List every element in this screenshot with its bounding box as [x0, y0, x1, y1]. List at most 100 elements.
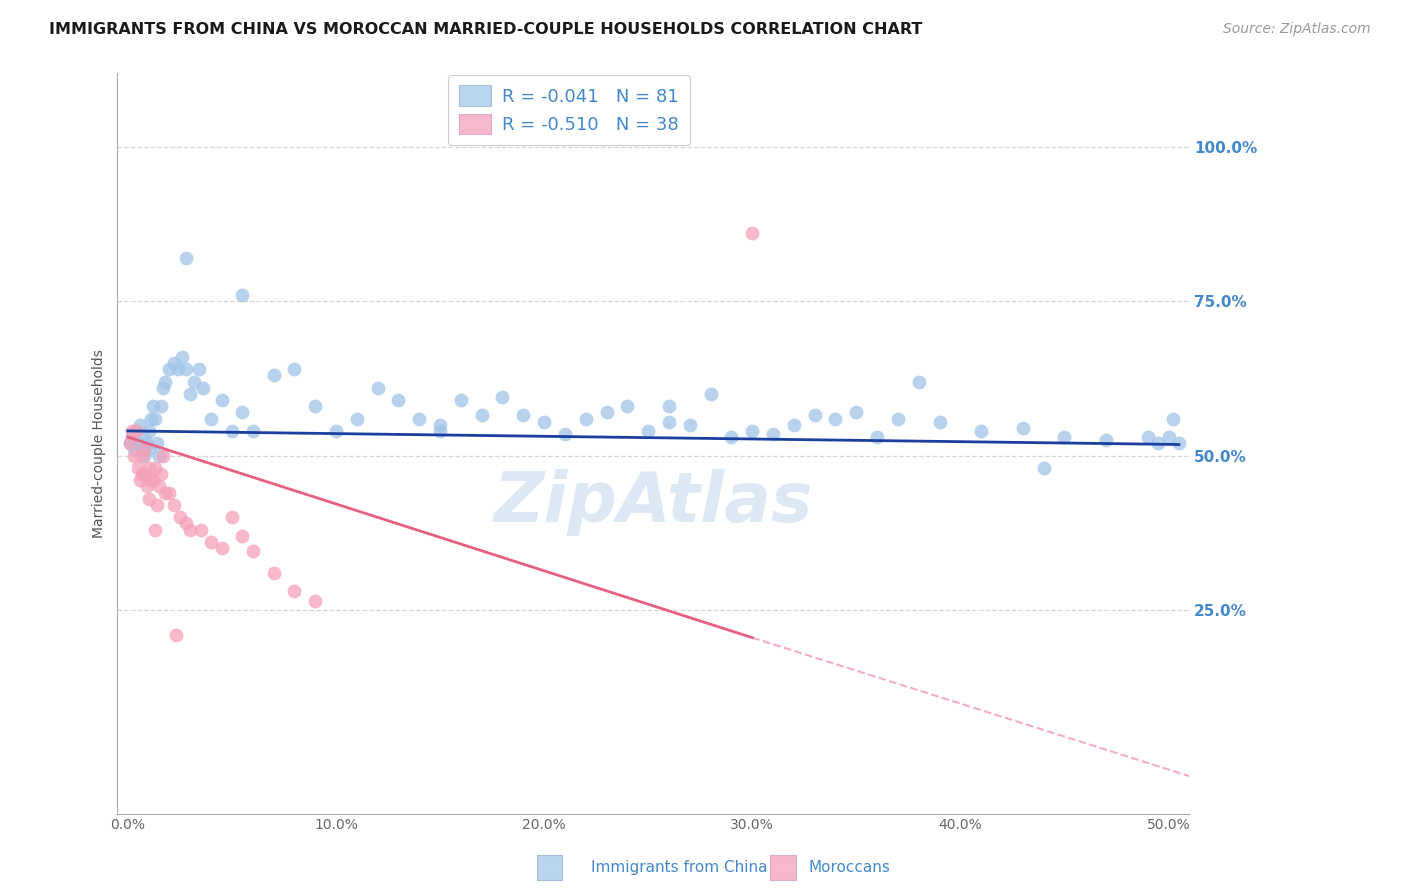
Text: Immigrants from China: Immigrants from China [591, 861, 768, 875]
Point [367, 381, 389, 395]
Point [134, 467, 156, 482]
Point [139, 473, 162, 487]
Point [138, 461, 160, 475]
Point [658, 399, 681, 413]
Point [720, 430, 742, 444]
Point [135, 436, 157, 450]
Point [242, 544, 264, 558]
Point [138, 442, 160, 457]
Point [325, 424, 347, 438]
Point [131, 467, 153, 482]
Point [387, 392, 409, 407]
Point [131, 449, 153, 463]
Text: IMMIGRANTS FROM CHINA VS MOROCCAN MARRIED-COUPLE HOUSEHOLDS CORRELATION CHART: IMMIGRANTS FROM CHINA VS MOROCCAN MARRIE… [49, 22, 922, 37]
Point [127, 461, 149, 475]
Point [179, 387, 201, 401]
Point [263, 368, 285, 383]
Point [142, 473, 165, 487]
Point [824, 411, 846, 425]
Point [970, 424, 993, 438]
Point [146, 498, 169, 512]
Point [887, 411, 910, 425]
Point [170, 350, 193, 364]
Point [231, 288, 253, 302]
Point [283, 584, 305, 599]
Point [211, 392, 233, 407]
Point [121, 424, 143, 438]
Point [242, 424, 264, 438]
Point [304, 593, 326, 607]
Point [1095, 433, 1118, 447]
Point [907, 375, 929, 389]
Point [162, 498, 184, 512]
Point [129, 473, 152, 487]
Point [1147, 436, 1170, 450]
Point [150, 467, 173, 482]
Point [741, 424, 763, 438]
Point [125, 424, 148, 438]
Point [148, 479, 170, 493]
Point [121, 430, 143, 444]
Point [134, 430, 156, 444]
Point [803, 409, 825, 423]
Point [231, 405, 253, 419]
Point [1167, 436, 1189, 450]
Point [200, 411, 222, 425]
Point [741, 227, 763, 241]
Point [211, 541, 233, 556]
Point [679, 417, 702, 432]
Point [179, 523, 201, 537]
Point [575, 411, 598, 425]
Point [122, 442, 145, 457]
Point [152, 381, 174, 395]
Legend: R = -0.041   N = 81, R = -0.510   N = 38: R = -0.041 N = 81, R = -0.510 N = 38 [449, 75, 690, 145]
Point [131, 442, 153, 457]
Point [174, 251, 197, 265]
Point [143, 523, 166, 537]
Point [616, 399, 638, 413]
Point [155, 375, 177, 389]
Point [595, 405, 617, 419]
Point [191, 381, 214, 395]
Point [135, 479, 157, 493]
Y-axis label: Married-couple Households: Married-couple Households [93, 349, 107, 538]
Point [263, 566, 285, 580]
Point [491, 390, 513, 404]
Point [152, 449, 174, 463]
Point [118, 436, 141, 450]
Text: Source: ZipAtlas.com: Source: ZipAtlas.com [1223, 22, 1371, 37]
Text: Moroccans: Moroccans [808, 861, 890, 875]
Point [142, 399, 165, 413]
Point [159, 362, 181, 376]
Point [658, 415, 681, 429]
Point [928, 415, 950, 429]
Point [221, 424, 243, 438]
Point [127, 436, 149, 450]
Point [138, 424, 160, 438]
Point [1157, 430, 1180, 444]
Point [183, 375, 205, 389]
Point [1136, 430, 1159, 444]
Point [150, 399, 173, 413]
Point [134, 449, 156, 463]
Point [283, 362, 305, 376]
Point [450, 392, 472, 407]
Point [122, 449, 145, 463]
Point [148, 449, 170, 463]
Point [125, 424, 148, 438]
Point [471, 409, 494, 423]
Text: ZipAtlas: ZipAtlas [494, 469, 813, 536]
Point [554, 427, 576, 442]
Point [129, 417, 152, 432]
Point [174, 516, 197, 531]
Point [134, 442, 156, 457]
Point [762, 427, 785, 442]
Point [783, 417, 806, 432]
Point [139, 411, 162, 425]
Point [174, 362, 197, 376]
Point [187, 362, 209, 376]
Point [165, 627, 187, 641]
Point [146, 436, 169, 450]
Point [118, 436, 141, 450]
Point [200, 535, 222, 549]
